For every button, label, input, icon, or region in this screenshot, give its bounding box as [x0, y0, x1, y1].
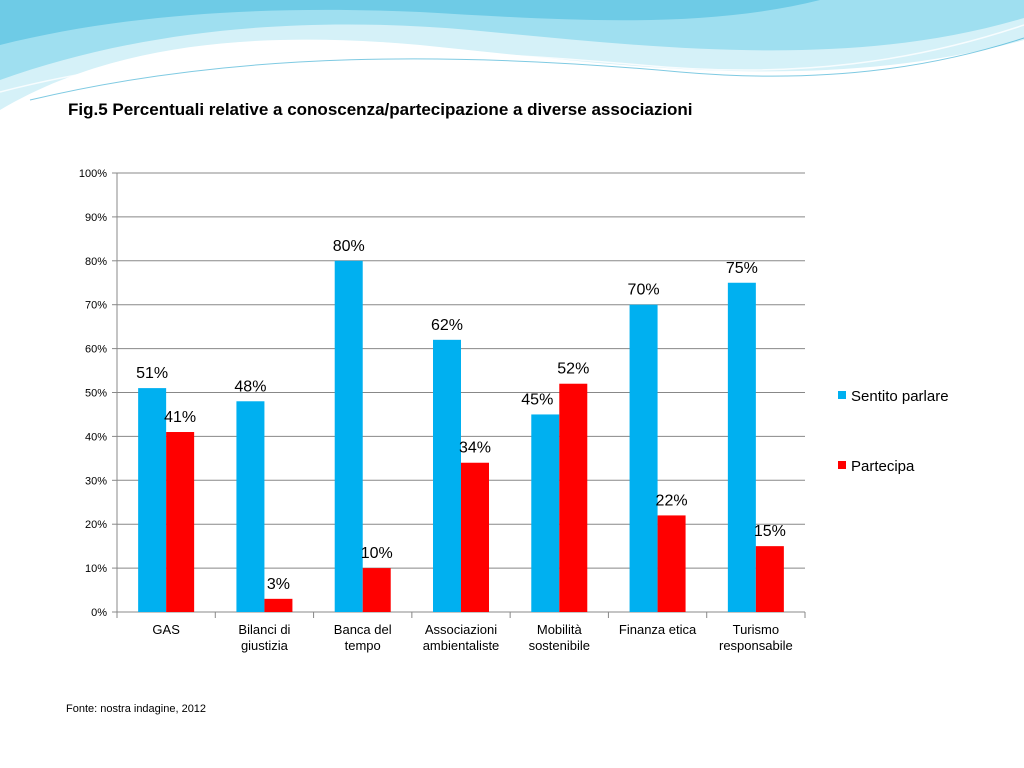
y-tick-label: 40% [85, 431, 107, 443]
source-note: Fonte: nostra indagine, 2012 [66, 703, 207, 715]
y-tick-label: 60% [85, 344, 107, 356]
wave-band-dark [0, 0, 820, 45]
legend-label: Sentito parlare [851, 388, 949, 405]
x-tick-label: ambientaliste [423, 638, 500, 653]
x-tick-label: Bilanci di [238, 622, 290, 637]
bar-partecipa [166, 432, 195, 612]
data-label: 10% [361, 545, 393, 562]
x-tick-label: Finanza etica [619, 622, 697, 637]
data-label: 70% [628, 282, 660, 299]
data-label: 45% [521, 391, 553, 408]
data-label: 62% [431, 317, 463, 334]
bar-sentito-parlare [629, 304, 658, 612]
wave-line-1 [0, 24, 1024, 93]
data-label: 48% [234, 378, 266, 395]
x-tick-label: responsabile [719, 638, 793, 653]
y-tick-label: 50% [85, 388, 107, 400]
bar-partecipa [755, 546, 784, 612]
y-tick-label: 70% [85, 300, 107, 312]
x-tick-label: tempo [345, 638, 381, 653]
page-title: Fig.5 Percentuali relative a conoscenza/… [68, 100, 693, 119]
y-tick-label: 10% [85, 563, 107, 575]
x-tick-label: giustizia [241, 638, 289, 653]
x-tick-label: sostenibile [529, 638, 590, 653]
data-label: 41% [164, 409, 196, 426]
y-tick-label: 0% [91, 607, 107, 619]
data-label: 51% [136, 365, 168, 382]
y-tick-label: 100% [79, 168, 107, 180]
bar-sentito-parlare [334, 260, 363, 612]
bar-partecipa [461, 462, 489, 612]
x-tick-label: Mobilità [537, 622, 583, 637]
bar-sentito-parlare [138, 388, 167, 612]
wave-band-mid [0, 0, 1024, 80]
bar-sentito-parlare [727, 282, 756, 612]
y-tick-label: 20% [85, 519, 107, 531]
bar-sentito-parlare [433, 339, 461, 612]
bar-partecipa [657, 515, 686, 612]
y-tick-label: 80% [85, 256, 107, 268]
bar-sentito-parlare [236, 401, 265, 612]
x-tick-label: Turismo [733, 622, 779, 637]
data-label: 80% [333, 238, 365, 255]
legend-label: Partecipa [851, 458, 915, 475]
data-label: 52% [557, 361, 589, 378]
bar-partecipa [559, 383, 588, 612]
data-label: 22% [656, 492, 688, 509]
data-label: 3% [267, 576, 290, 593]
bar-partecipa [362, 568, 391, 612]
x-tick-label: Banca del [334, 622, 392, 637]
bar-sentito-parlare [531, 414, 560, 612]
x-tick-label: Associazioni [425, 622, 497, 637]
legend-swatch-sentito-parlare [838, 391, 846, 399]
decorative-wave-banner [0, 0, 1024, 110]
data-label: 75% [726, 260, 758, 277]
bar-partecipa [264, 598, 293, 612]
x-tick-label: GAS [152, 622, 180, 637]
legend-swatch-partecipa [838, 461, 846, 469]
wave-line-2 [29, 37, 1024, 101]
data-label: 15% [754, 523, 786, 540]
y-tick-label: 90% [85, 212, 107, 224]
data-label: 34% [459, 440, 491, 457]
y-tick-label: 30% [85, 475, 107, 487]
